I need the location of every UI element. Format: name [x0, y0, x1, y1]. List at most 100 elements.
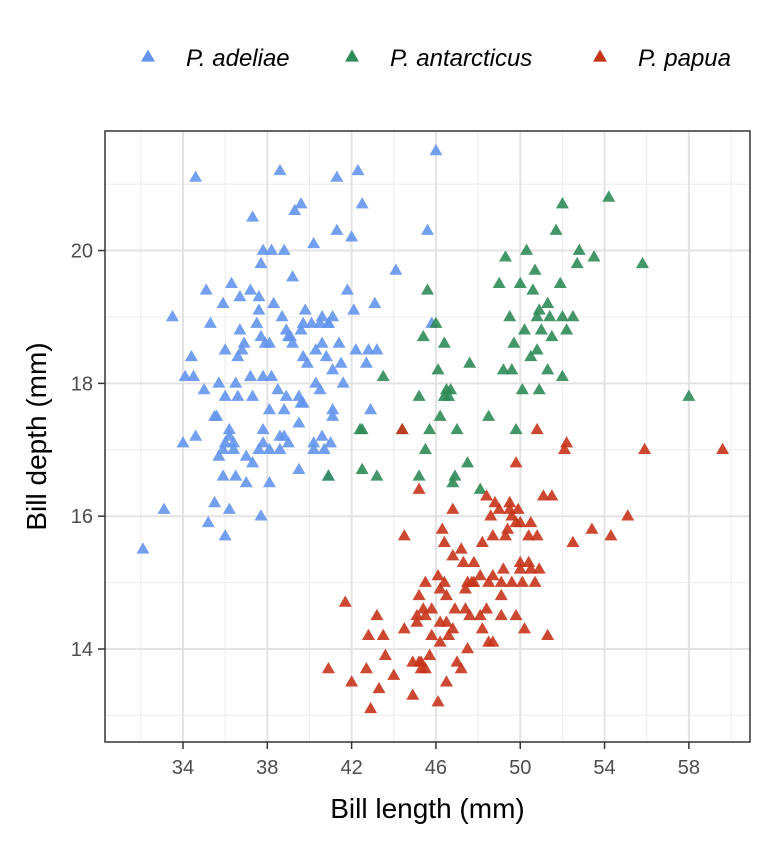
data-point [475, 622, 489, 634]
data-point [292, 462, 306, 474]
legend-marker-icon [345, 49, 359, 62]
data-point [412, 469, 426, 481]
data-point [281, 436, 295, 448]
data-point [566, 309, 580, 322]
data-point [315, 429, 329, 441]
data-point [522, 529, 536, 541]
data-point [286, 270, 300, 282]
data-point [492, 276, 506, 289]
legend: P. adeliae P. antarcticus P. papua [141, 45, 731, 72]
data-point [513, 276, 527, 289]
data-point [496, 363, 510, 375]
data-point [136, 542, 150, 554]
data-point [233, 323, 247, 335]
data-point [444, 383, 458, 395]
data-point [530, 343, 544, 355]
data-point [536, 489, 550, 501]
data-point [222, 422, 236, 435]
plot-panel [105, 131, 750, 742]
data-point [446, 502, 460, 514]
data-point [210, 409, 224, 421]
data-point [315, 309, 329, 322]
data-point [526, 283, 540, 295]
data-point [243, 369, 257, 382]
data-point [454, 542, 468, 554]
data-point [560, 323, 574, 335]
data-point [227, 442, 241, 455]
data-point [473, 608, 487, 621]
data-point [262, 442, 276, 455]
data-point [254, 256, 268, 269]
data-point [446, 549, 460, 561]
data-point [326, 409, 340, 421]
data-point [395, 422, 409, 435]
legend-item-2: P. papua [593, 45, 731, 72]
data-point [265, 369, 279, 382]
data-point [463, 356, 477, 368]
data-point [524, 349, 538, 362]
data-point [528, 263, 542, 275]
data-point [555, 309, 569, 322]
data-point [446, 622, 460, 634]
data-point [418, 608, 432, 621]
data-point [545, 329, 559, 342]
data-point [317, 442, 331, 455]
data-point [421, 283, 434, 295]
data-point [262, 336, 276, 348]
legend-label: P. antarcticus [390, 45, 532, 72]
data-point [397, 529, 411, 541]
data-point [201, 515, 215, 528]
data-point [458, 582, 472, 594]
y-tick-label: 20 [71, 241, 93, 263]
data-point [273, 442, 287, 455]
data-point [461, 456, 475, 468]
y-axis: 14 16 18 20 [71, 241, 105, 661]
data-point [446, 476, 460, 488]
data-point [376, 369, 390, 382]
data-point [235, 343, 249, 355]
x-axis-title: Bill length (mm) [330, 793, 524, 824]
data-point [246, 389, 260, 401]
data-point [412, 482, 426, 494]
data-point [433, 635, 447, 647]
data-point [543, 309, 557, 322]
data-point [433, 582, 447, 594]
data-point [558, 442, 572, 455]
data-point [541, 363, 555, 375]
data-point [505, 363, 519, 375]
data-point [494, 575, 508, 587]
data-point [442, 628, 456, 641]
data-point [509, 456, 523, 468]
data-point [208, 495, 222, 508]
x-tick-label: 38 [256, 757, 278, 779]
data-point [212, 376, 226, 388]
data-point [313, 316, 327, 328]
data-point [524, 562, 538, 574]
data-point [442, 389, 456, 401]
data-point [509, 608, 523, 621]
data-point [361, 628, 375, 641]
data-point [480, 489, 494, 501]
data-point [560, 436, 574, 448]
data-point [178, 369, 192, 382]
data-point [296, 316, 310, 328]
data-point [296, 396, 310, 408]
data-point [305, 316, 319, 328]
data-point [530, 529, 544, 541]
y-tick-label: 18 [71, 373, 93, 395]
x-tick-label: 46 [425, 757, 447, 779]
data-point [454, 661, 468, 674]
data-point [636, 256, 649, 269]
data-point [475, 535, 489, 548]
data-point [176, 436, 190, 448]
series-1 [321, 190, 696, 494]
data-point [324, 436, 338, 448]
data-point [307, 442, 321, 455]
series-2 [321, 422, 730, 714]
legend-marker-icon [141, 49, 155, 62]
data-point [423, 422, 437, 435]
data-point [256, 369, 270, 382]
data-point [364, 701, 378, 714]
data-point [532, 562, 546, 574]
